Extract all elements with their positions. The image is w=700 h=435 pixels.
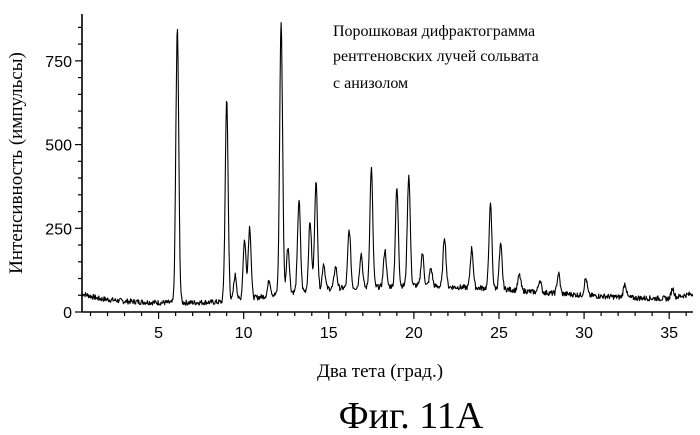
annotation-line-1: Порошковая дифрактограмма: [333, 23, 535, 40]
annotation-line-2: рентгеновских лучей сольвата: [333, 48, 539, 65]
y-tick-label: 750: [45, 54, 72, 71]
axes: 0 250 500 750 5 10 15 20 25 30 35: [45, 14, 693, 342]
y-tick-label: 250: [45, 221, 72, 238]
x-tick-label: 25: [490, 325, 508, 342]
x-axis-label: Два тета (град.): [317, 361, 443, 382]
plot-area: [81, 22, 694, 306]
y-tick-label: 500: [45, 138, 72, 155]
x-tick-label: 5: [154, 325, 163, 342]
diffraction-trace: [81, 22, 694, 306]
x-tick-label: 30: [575, 325, 593, 342]
y-axis-label: Интенсивность (импульсы): [6, 52, 27, 274]
annotation-line-3: с анизолом: [333, 75, 408, 92]
x-tick-label: 20: [405, 325, 423, 342]
y-tick-label: 0: [63, 305, 72, 322]
x-tick-label: 35: [660, 325, 678, 342]
figure-label: Фиг. 11А: [339, 395, 484, 435]
x-tick-label: 15: [320, 325, 338, 342]
x-tick-label: 10: [235, 325, 253, 342]
